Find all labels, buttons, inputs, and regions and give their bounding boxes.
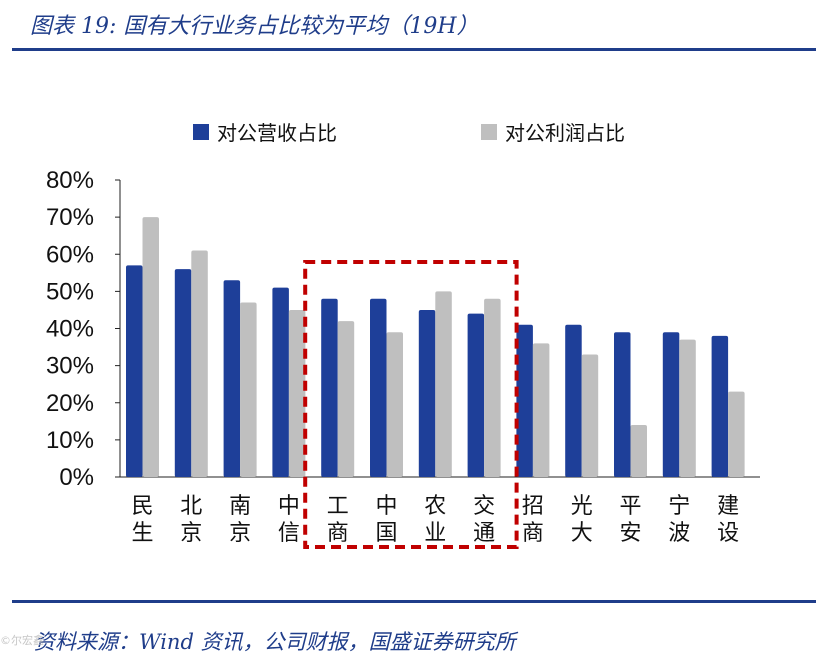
x-category-label: 大 [571, 521, 593, 546]
bar-revenue [418, 309, 436, 477]
x-category-label: 民 [131, 494, 153, 519]
bar-revenue [321, 298, 338, 477]
y-tick-label: 40% [46, 316, 94, 343]
top-divider [12, 48, 816, 51]
x-category-label: 光 [571, 494, 593, 519]
bar-revenue [272, 287, 289, 477]
bar-profit [679, 339, 696, 477]
x-category-label: 信 [278, 521, 300, 546]
y-tick-label: 0% [59, 464, 94, 491]
legend-item-profit: 对公利润占比 [481, 117, 625, 146]
x-category-label: 国 [375, 521, 397, 546]
legend-label-profit: 对公利润占比 [505, 121, 625, 145]
y-tick-label: 70% [46, 204, 94, 231]
bar-revenue [516, 324, 533, 477]
x-category-label: 京 [229, 521, 251, 546]
bar-profit [386, 332, 403, 477]
x-category-label: 商 [522, 521, 544, 546]
bar-profit [532, 343, 550, 477]
y-tick-label: 10% [46, 427, 94, 454]
bar-profit [728, 391, 745, 477]
legend-swatch-revenue [193, 123, 209, 140]
bar-profit [581, 354, 599, 477]
bar-profit [142, 217, 159, 477]
x-category-label: 商 [327, 521, 349, 546]
x-category-label: 工 [327, 494, 349, 519]
bar-profit [484, 298, 501, 477]
legend-item-revenue: 对公营收占比 [193, 117, 337, 146]
x-category-label: 平 [619, 494, 641, 519]
y-tick-label: 30% [46, 353, 94, 380]
x-category-label: 通 [473, 521, 495, 546]
legend-swatch-profit [481, 123, 497, 140]
bar-revenue [565, 324, 582, 477]
y-tick-label: 20% [46, 390, 94, 417]
x-category-label: 中 [278, 494, 300, 519]
legend-label-revenue: 对公营收占比 [217, 121, 337, 145]
bar-profit [288, 309, 306, 477]
y-tick-label: 80% [46, 167, 94, 194]
figure-title: 图表 19: 国有大行业务占比较为平均（19H） [30, 14, 479, 39]
bar-revenue [467, 313, 485, 477]
x-category-label: 中 [375, 494, 397, 519]
bar-revenue [223, 280, 241, 477]
x-category-label: 生 [131, 521, 153, 546]
highlight-box [303, 260, 519, 549]
x-category-label: 安 [619, 521, 641, 546]
x-category-label: 波 [668, 521, 690, 546]
bar-revenue [174, 269, 192, 477]
bar-profit [337, 321, 355, 477]
x-category-label: 农 [424, 494, 446, 519]
bar-profit [435, 291, 452, 477]
x-category-label: 宁 [668, 494, 690, 519]
bar-profit [630, 425, 647, 477]
y-tick-label: 50% [46, 278, 94, 305]
x-category-label: 招 [522, 494, 544, 519]
x-category-label: 南 [229, 494, 251, 519]
bar-revenue [614, 332, 631, 477]
x-category-label: 交 [473, 494, 495, 519]
x-category-label: 设 [717, 521, 739, 546]
watermark-text: ©尔宏鑫 [0, 634, 44, 647]
source-note: 资料来源：Wind 资讯，公司财报，国盛证券研究所 [34, 630, 516, 654]
bar-revenue [126, 265, 143, 477]
y-tick-label: 60% [46, 241, 94, 268]
bar-revenue [711, 335, 729, 477]
bar-revenue [370, 298, 387, 477]
bottom-divider [12, 600, 816, 603]
x-category-label: 北 [180, 494, 202, 519]
x-category-label: 业 [424, 521, 446, 546]
x-category-label: 京 [180, 521, 202, 546]
bar-revenue [662, 332, 680, 477]
bar-profit [191, 250, 208, 477]
x-category-label: 建 [717, 494, 739, 519]
bar-profit [240, 302, 257, 477]
